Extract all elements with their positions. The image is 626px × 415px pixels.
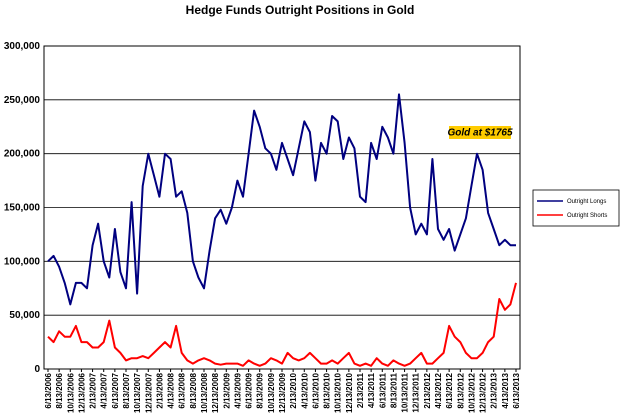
x-tick-label: 12/13/2011 <box>412 372 421 412</box>
x-tick-label: 8/13/2007 <box>122 372 131 408</box>
x-tick-label: 4/13/2010 <box>300 372 309 408</box>
x-tick-label: 6/13/2006 <box>44 372 53 408</box>
x-tick-label: 8/13/2009 <box>256 372 265 408</box>
legend-label: Outright Shorts <box>567 213 607 219</box>
x-tick-label: 6/13/2009 <box>245 372 254 408</box>
x-tick-label: 6/13/2011 <box>378 372 387 408</box>
x-tick-label: 2/13/2013 <box>490 372 499 408</box>
x-tick-label: 2/13/2011 <box>356 372 365 408</box>
y-tick-label: 150,000 <box>4 203 41 214</box>
x-tick-label: 12/13/2007 <box>144 372 153 413</box>
chart-title: Hedge Funds Outright Positions in Gold <box>186 3 415 17</box>
x-tick-label: 4/13/2011 <box>367 372 376 408</box>
x-tick-label: 10/13/2006 <box>66 372 75 413</box>
x-tick-label: 4/13/2013 <box>501 372 510 408</box>
x-tick-label: 4/13/2008 <box>167 372 176 408</box>
x-tick-label: 2/13/2012 <box>423 372 432 408</box>
x-tick-label: 6/13/2012 <box>445 372 454 408</box>
x-tick-label: 8/13/2006 <box>55 372 64 408</box>
x-tick-label: 10/13/2008 <box>200 372 209 413</box>
legend-box <box>532 189 620 227</box>
x-tick-label: 12/13/2008 <box>211 372 220 413</box>
y-tick-label: 50,000 <box>9 310 40 321</box>
x-tick-label: 10/13/2009 <box>267 372 276 413</box>
x-tick-label: 4/13/2012 <box>434 372 443 408</box>
x-tick-label: 2/13/2010 <box>289 372 298 408</box>
x-tick-label: 10/13/2010 <box>334 372 343 413</box>
annotation: Gold at $1765 <box>447 128 512 139</box>
x-tick-label: 10/13/2012 <box>467 372 476 413</box>
x-tick-label: 10/13/2007 <box>133 372 142 413</box>
x-tick-label: 2/13/2009 <box>222 372 231 408</box>
y-tick-label: 200,000 <box>4 149 41 160</box>
x-tick-label: 2/13/2007 <box>89 372 98 408</box>
x-tick-label: 10/13/2011 <box>401 372 410 412</box>
x-tick-label: 8/13/2011 <box>389 372 398 408</box>
x-tick-label: 8/13/2012 <box>456 372 465 408</box>
y-tick-label: 250,000 <box>4 95 41 106</box>
x-tick-label: 12/13/2012 <box>479 372 488 413</box>
x-tick-label: 12/13/2010 <box>345 372 354 413</box>
x-tick-label: 8/13/2010 <box>323 372 332 408</box>
x-tick-label: 6/13/2013 <box>512 372 521 408</box>
annotation-box <box>449 126 511 139</box>
x-tick-label: 12/13/2006 <box>77 372 86 413</box>
y-tick-label: 100,000 <box>4 256 41 267</box>
series-line <box>47 282 517 367</box>
x-tick-label: 4/13/2007 <box>100 372 109 408</box>
x-tick-label: 6/13/2007 <box>111 372 120 408</box>
x-tick-label: 8/13/2008 <box>189 372 198 408</box>
x-tick-label: 6/13/2010 <box>311 372 320 408</box>
x-tick-label: 4/13/2009 <box>233 372 242 408</box>
y-tick-label: 300,000 <box>4 41 41 52</box>
x-tick-label: 12/13/2009 <box>278 372 287 413</box>
y-tick-label: 0 <box>34 364 40 375</box>
legend-label: Outright Longs <box>567 199 606 205</box>
x-tick-label: 2/13/2008 <box>155 372 164 408</box>
x-tick-label: 6/13/2008 <box>178 372 187 408</box>
series-line <box>47 93 516 306</box>
